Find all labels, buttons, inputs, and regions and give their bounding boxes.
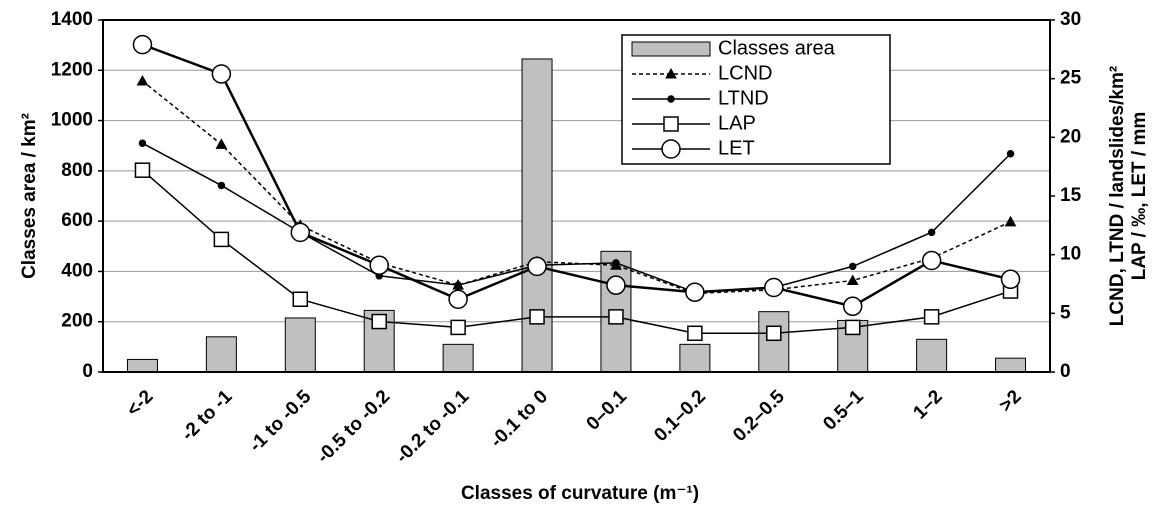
point <box>448 289 468 310</box>
legend: Classes area LCND LTND LAP LET <box>621 34 891 165</box>
point <box>369 255 389 275</box>
point <box>846 274 859 285</box>
bar <box>205 336 237 373</box>
line <box>142 142 1012 293</box>
legend-swatch <box>631 41 711 57</box>
point <box>764 277 784 298</box>
y-tick-label: 0 <box>82 361 93 382</box>
point <box>612 259 620 267</box>
x-tick-label: -2 to -1 <box>178 386 237 445</box>
point <box>132 34 153 55</box>
x-tick-label: >2 <box>995 386 1025 416</box>
legend-label: LAP <box>718 112 756 134</box>
y2-axis-label: LCND, LTND / landslides/km² <box>1107 66 1128 326</box>
point <box>529 309 545 325</box>
legend-label: Classes area <box>718 37 836 59</box>
y-axis-label: Classes area / km² <box>19 113 40 279</box>
bar <box>679 343 711 373</box>
point <box>687 325 703 342</box>
y2-tick-label: 25 <box>1060 68 1082 89</box>
point <box>136 74 149 86</box>
line <box>142 43 1011 308</box>
x-tick-label: -0.2 to -0.1 <box>392 386 474 468</box>
point <box>844 319 861 336</box>
bar <box>126 358 158 373</box>
legend-marker <box>665 67 677 79</box>
x-tick-label: -0.5 to -0.2 <box>313 386 394 467</box>
bar <box>284 317 316 373</box>
y2-tick-label: 15 <box>1060 185 1082 206</box>
point <box>685 282 705 302</box>
point <box>1004 215 1017 227</box>
point <box>371 313 387 330</box>
x-tick-label: 0.2–0.5 <box>729 386 789 446</box>
legend-label: LCND <box>718 62 772 84</box>
point <box>606 275 626 295</box>
point <box>608 309 624 325</box>
point <box>217 181 226 190</box>
x-tick-label: 0.1–0.2 <box>650 386 710 446</box>
line <box>141 169 1011 335</box>
point <box>921 250 942 271</box>
y2-axis-label: LAP / ‰, LET / mm <box>1129 112 1150 281</box>
legend-label: LET <box>718 137 755 159</box>
y-tick-label: 600 <box>61 210 93 231</box>
y2-tick-label: 10 <box>1060 244 1081 265</box>
legend-marker <box>663 116 679 132</box>
y2-tick-label: 5 <box>1060 302 1071 323</box>
bar <box>916 338 948 373</box>
point <box>923 309 940 325</box>
point <box>292 291 309 308</box>
point <box>1006 150 1015 158</box>
y-tick-label: 200 <box>61 311 93 332</box>
legend-label: LTND <box>718 87 769 109</box>
y-tick-label: 1400 <box>51 9 93 30</box>
point <box>927 228 936 237</box>
legend-marker <box>667 95 675 103</box>
point <box>766 325 782 342</box>
point <box>848 262 857 271</box>
bar <box>442 343 474 373</box>
legend-marker <box>661 139 681 159</box>
bar <box>995 357 1027 373</box>
point <box>213 231 230 248</box>
x-axis-label: Classes of curvature (m⁻¹) <box>461 483 699 504</box>
point <box>138 139 147 147</box>
point <box>215 138 228 149</box>
y-tick-label: 1200 <box>51 59 93 80</box>
point <box>450 319 466 336</box>
y2-tick-label: 20 <box>1060 126 1081 147</box>
point <box>842 296 863 317</box>
y2-tick-label: 0 <box>1060 361 1071 382</box>
x-tick-label: -1 to -0.5 <box>245 386 315 456</box>
point <box>134 162 151 178</box>
x-tick-label: -0.1 to 0 <box>486 386 552 452</box>
y2-tick-label: 30 <box>1060 9 1081 30</box>
point <box>1000 269 1021 290</box>
y-tick-label: 1000 <box>51 110 93 131</box>
point <box>454 281 462 289</box>
plot-frame <box>102 19 1051 373</box>
point <box>527 256 547 277</box>
point <box>211 64 232 84</box>
bar <box>521 58 553 373</box>
point <box>290 222 311 243</box>
x-tick-label: <-2 <box>123 386 158 421</box>
y-tick-label: 800 <box>61 160 93 181</box>
x-tick-label: 1–2 <box>909 386 946 423</box>
bar <box>758 311 790 373</box>
x-tick-label: 0.5–1 <box>819 386 868 435</box>
x-tick-label: 0–0.1 <box>583 386 632 435</box>
y-tick-label: 400 <box>61 260 93 281</box>
